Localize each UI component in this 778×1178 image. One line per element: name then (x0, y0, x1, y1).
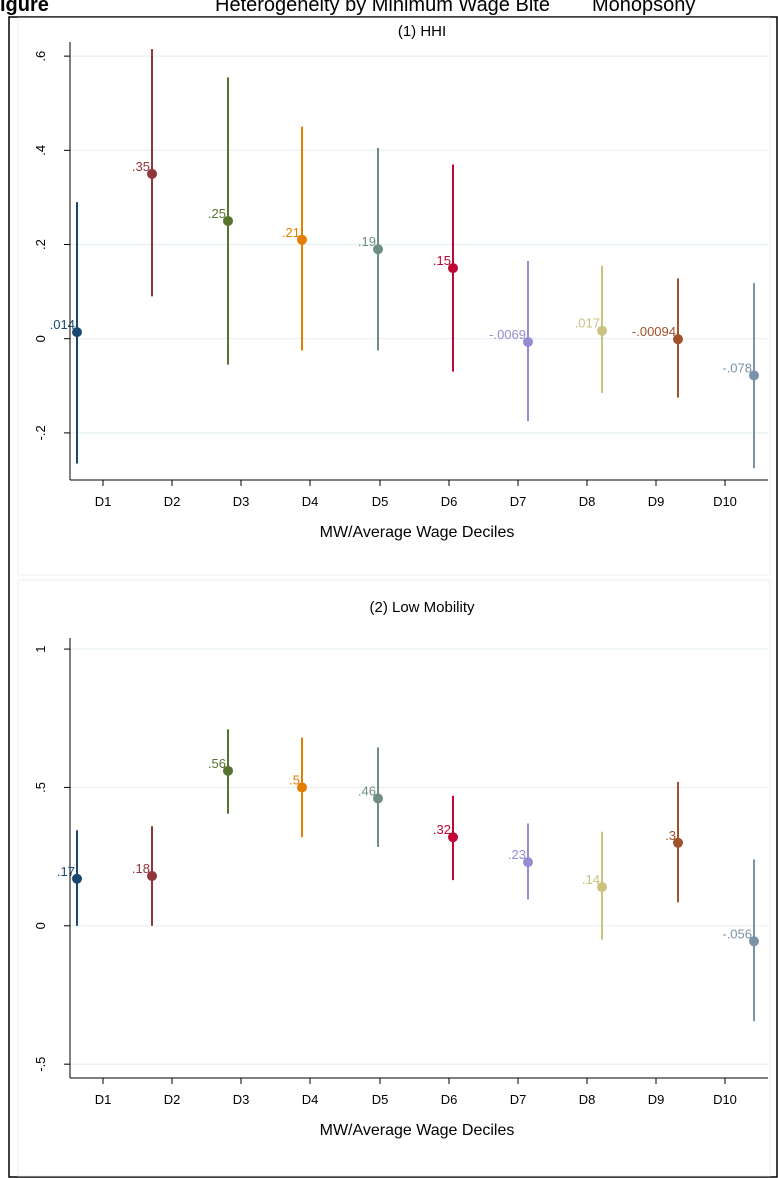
x-tick-label: D5 (372, 494, 389, 509)
plot-area (70, 42, 768, 480)
x-tick-label: D1 (95, 494, 112, 509)
figure-header: igure Heterogeneity by Minimum Wage Bite… (0, 0, 778, 16)
point-estimate-d8 (597, 882, 607, 893)
data-label-d8: .14 (582, 872, 600, 887)
panel-hhi: -.2 0 .2 .4 .6 D1 D2 D3 D4 D5 D6 D7 D8 D9 D10 (1) HHI MW… (17, 17, 771, 576)
point-estimate-d9 (673, 837, 683, 848)
point-estimate-d6 (448, 832, 458, 843)
figure-frame: -.20.2.4.6D1 D2 D3 D4 D5 D6 D7 D8 D9 D10(1) HHIMW… (8, 16, 778, 1178)
data-label-d9: -.00094 (632, 324, 676, 339)
point-estimate-d3 (223, 765, 233, 776)
data-label-d6: .15 (433, 253, 451, 268)
point-estimate-d1 (72, 873, 82, 884)
point-estimate-d10 (749, 936, 759, 947)
point-estimate-d7 (523, 857, 533, 868)
data-label-d1: .17 (57, 864, 75, 879)
data-label-d10: -.078 (722, 360, 752, 375)
data-label-d9: .3 (665, 828, 676, 843)
y-tick-label: .4 (33, 145, 48, 156)
data-label-d10: -.056 (722, 926, 752, 941)
y-tick-label: -.5 (33, 1057, 48, 1072)
point-estimate-d7 (523, 336, 533, 347)
x-tick-label: D6 (441, 1092, 458, 1107)
x-tick-label: D9 (648, 494, 665, 509)
x-tick-label: D3 (233, 494, 250, 509)
y-tick-label: .5 (33, 782, 48, 793)
point-estimate-d3 (223, 215, 233, 226)
x-tick-label: D8 (579, 494, 596, 509)
point-estimate-d4 (297, 234, 307, 245)
y-tick-label: 0 (33, 922, 48, 929)
point-estimate-d8 (597, 325, 607, 336)
data-label-d2: .35 (132, 159, 150, 174)
x-tick-label: D2 (164, 494, 181, 509)
x-tick-label: D3 (233, 1092, 250, 1107)
x-tick-label: D5 (372, 1092, 389, 1107)
y-tick-label: .2 (33, 239, 48, 250)
data-label-d3: .56 (208, 756, 226, 771)
data-label-d5: .19 (358, 234, 376, 249)
x-tick-label: D4 (302, 494, 319, 509)
data-label-d1: .014 (50, 317, 75, 332)
chart-title: (1) HHI (398, 23, 446, 40)
x-tick-label: D10 (713, 1092, 737, 1107)
x-tick-label: D2 (164, 1092, 181, 1107)
data-label-d3: .25 (208, 206, 226, 221)
chart-title: (2) Low Mobility (369, 599, 475, 616)
data-label-d6: .32 (433, 822, 451, 837)
point-estimate-d10 (749, 370, 759, 381)
data-label-d2: .18 (132, 861, 150, 876)
point-estimate-d5 (373, 793, 383, 804)
point-estimate-d9 (673, 334, 683, 345)
point-estimate-d6 (448, 263, 458, 274)
point-estimate-d2 (147, 168, 157, 179)
data-label-d7: .23 (508, 847, 526, 862)
data-label-d8: .017 (575, 316, 600, 331)
x-tick-label: D1 (95, 1092, 112, 1107)
point-estimate-d2 (147, 870, 157, 881)
point-estimate-d4 (297, 782, 307, 793)
point-estimate-d1 (72, 327, 82, 338)
x-tick-label: D6 (441, 494, 458, 509)
data-label-d4: .21 (282, 225, 300, 240)
x-axis-title: MW/Average Wage Deciles (320, 1122, 515, 1139)
data-label-d4: .5 (289, 772, 300, 787)
x-axis-title: MW/Average Wage Deciles (320, 524, 515, 541)
x-tick-label: D9 (648, 1092, 665, 1107)
data-label-d5: .46 (358, 784, 376, 799)
figure-caption-fragment: Heterogeneity by Minimum Wage Bite (215, 0, 550, 16)
data-label-d7: -.0069 (489, 327, 526, 342)
y-tick-label: .6 (33, 51, 48, 62)
x-tick-label: D10 (713, 494, 737, 509)
x-tick-label: D4 (302, 1092, 319, 1107)
y-tick-label: -.2 (33, 425, 48, 440)
x-tick-label: D7 (510, 1092, 527, 1107)
x-tick-label: D8 (579, 1092, 596, 1107)
x-tick-label: D7 (510, 494, 527, 509)
figure-label: igure (0, 0, 49, 16)
plot-area (70, 638, 768, 1078)
point-estimate-d5 (373, 244, 383, 255)
y-tick-label: 0 (33, 335, 48, 342)
panel-low-mobility: -.5 0 .5 1 D1 D2 D3 D4 D5 D6 D7 D8 D9 D10 (2) Low Mobi… (17, 579, 771, 1177)
figure-caption-fragment-2: Monopsony (592, 0, 696, 16)
y-tick-label: 1 (33, 645, 48, 652)
